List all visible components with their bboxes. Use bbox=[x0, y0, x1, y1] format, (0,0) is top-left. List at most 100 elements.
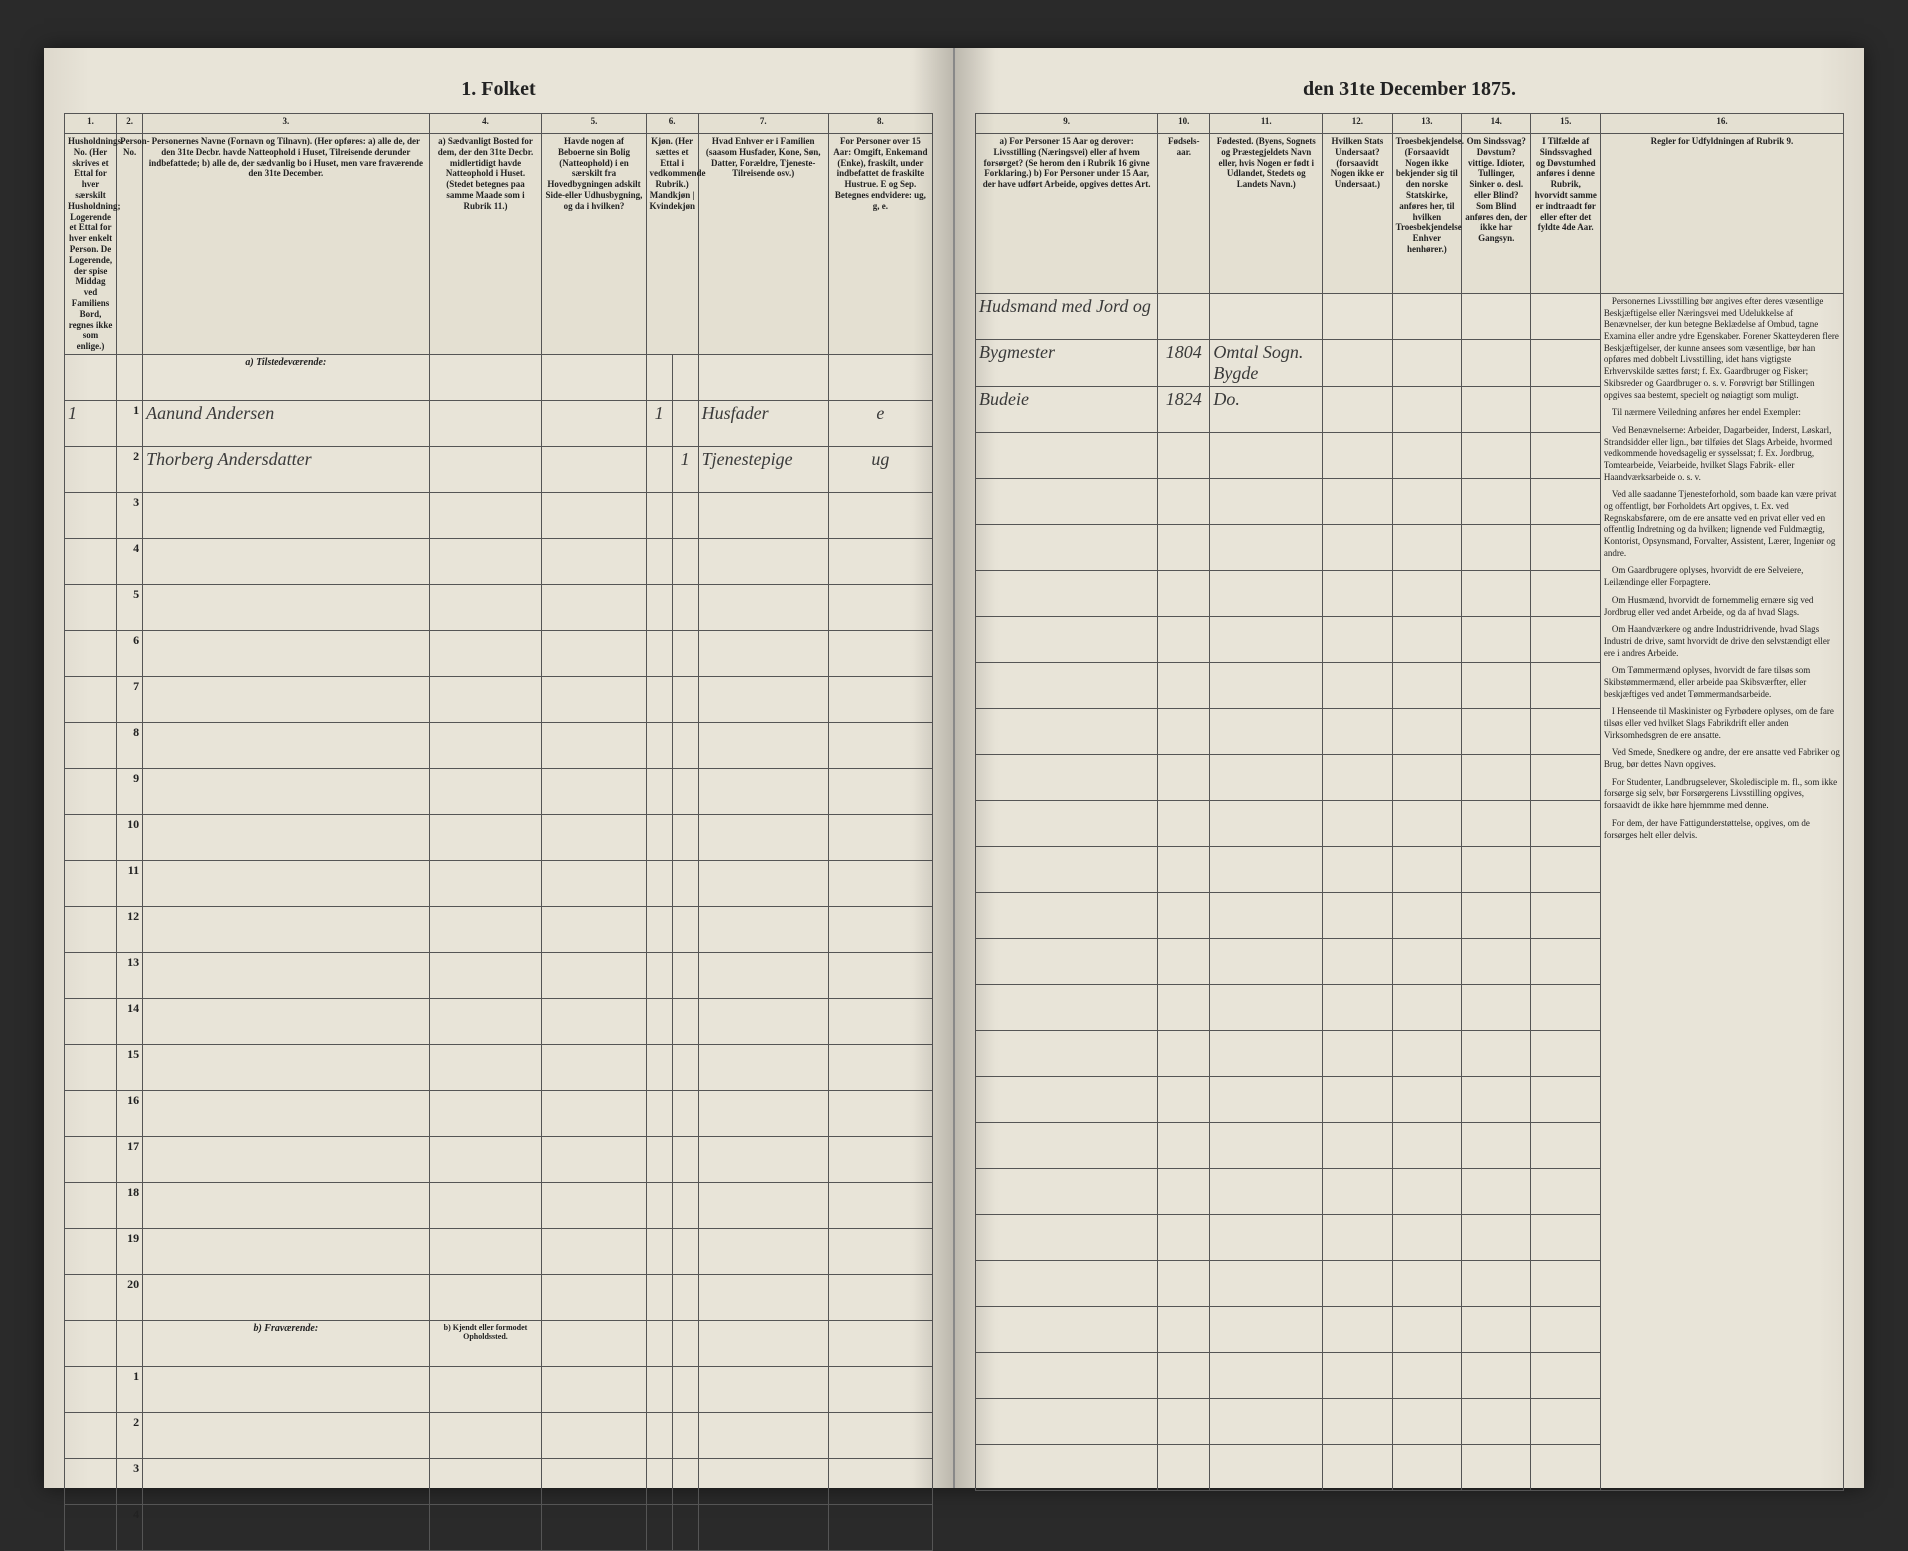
household-no bbox=[65, 906, 117, 952]
table-row: 16 bbox=[65, 1090, 933, 1136]
header: a) For Personer 15 Aar og derover: Livss… bbox=[976, 134, 1158, 294]
birth-year bbox=[1158, 479, 1210, 525]
occupation bbox=[976, 893, 1158, 939]
occupation bbox=[976, 433, 1158, 479]
person-no: 4 bbox=[117, 538, 143, 584]
birth-year bbox=[1158, 801, 1210, 847]
household-no bbox=[65, 860, 117, 906]
person-name bbox=[143, 722, 429, 768]
birth-year bbox=[1158, 1031, 1210, 1077]
table-row: 1 1 Aanund Andersen 1 Husfader e bbox=[65, 400, 933, 446]
table-row: 8 bbox=[65, 722, 933, 768]
colnum: 12. bbox=[1323, 114, 1392, 134]
household-no bbox=[65, 446, 117, 492]
colnum: 14. bbox=[1462, 114, 1531, 134]
table-row: 2 Thorberg Andersdatter 1 Tjenestepige u… bbox=[65, 446, 933, 492]
person-name bbox=[143, 538, 429, 584]
birth-year bbox=[1158, 1215, 1210, 1261]
birth-year: 1804 bbox=[1158, 340, 1210, 387]
birth-year bbox=[1158, 663, 1210, 709]
family-role bbox=[698, 952, 828, 998]
person-no: 16 bbox=[117, 1090, 143, 1136]
table-row: 19 bbox=[65, 1228, 933, 1274]
birthplace bbox=[1210, 893, 1323, 939]
birth-year bbox=[1158, 847, 1210, 893]
occupation bbox=[976, 617, 1158, 663]
household-no bbox=[65, 998, 117, 1044]
colnum: 2. bbox=[117, 114, 143, 134]
person-no: 18 bbox=[117, 1182, 143, 1228]
birthplace bbox=[1210, 1031, 1323, 1077]
family-role bbox=[698, 676, 828, 722]
household-no bbox=[65, 492, 117, 538]
household-no bbox=[65, 1182, 117, 1228]
header: Fødsels-aar. bbox=[1158, 134, 1210, 294]
birthplace bbox=[1210, 985, 1323, 1031]
occupation bbox=[976, 1123, 1158, 1169]
family-role bbox=[698, 492, 828, 538]
family-role bbox=[698, 1090, 828, 1136]
header: I Tilfælde af Sindssvaghed og Døvstumhed… bbox=[1531, 134, 1600, 294]
person-name bbox=[143, 584, 429, 630]
birth-year bbox=[1158, 985, 1210, 1031]
household-no bbox=[65, 1090, 117, 1136]
colnum: 10. bbox=[1158, 114, 1210, 134]
person-no: 20 bbox=[117, 1274, 143, 1320]
household-no bbox=[65, 1274, 117, 1320]
family-role bbox=[698, 1274, 828, 1320]
birthplace: Do. bbox=[1210, 387, 1323, 433]
birth-year bbox=[1158, 433, 1210, 479]
occupation bbox=[976, 663, 1158, 709]
birth-year bbox=[1158, 755, 1210, 801]
family-role bbox=[698, 1136, 828, 1182]
header: Om Sindssvag? Døvstum? vittige. Idioter,… bbox=[1462, 134, 1531, 294]
birthplace bbox=[1210, 663, 1323, 709]
person-name: Thorberg Andersdatter bbox=[143, 446, 429, 492]
birth-year bbox=[1158, 1169, 1210, 1215]
person-no: 10 bbox=[117, 814, 143, 860]
table-row: 6 bbox=[65, 630, 933, 676]
family-role bbox=[698, 584, 828, 630]
colnum: 1. bbox=[65, 114, 117, 134]
person-no: 8 bbox=[117, 722, 143, 768]
table-row: 2 bbox=[65, 1412, 933, 1458]
census-table-right: 9. 10. 11. 12. 13. 14. 15. 16. a) For Pe… bbox=[975, 113, 1844, 1491]
census-book: 1. Folket 1. 2. 3. 4. 5. 6. 7. 8. bbox=[44, 48, 1864, 1488]
person-no: 19 bbox=[117, 1228, 143, 1274]
person-no: 15 bbox=[117, 1044, 143, 1090]
colnum: 13. bbox=[1392, 114, 1461, 134]
person-no: 17 bbox=[117, 1136, 143, 1182]
section-b-note: b) Kjendt eller formodet Opholdssted. bbox=[429, 1320, 542, 1366]
family-role bbox=[698, 1182, 828, 1228]
colnum: 6. bbox=[646, 114, 698, 134]
person-name bbox=[143, 676, 429, 722]
header: Husholdnings-No. (Her skrives et Ettal f… bbox=[65, 134, 117, 355]
rules-text: Personernes Livsstilling bør angives eft… bbox=[1600, 294, 1843, 1491]
table-row: 4 bbox=[65, 538, 933, 584]
person-name: Aanund Andersen bbox=[143, 400, 429, 446]
birthplace: Omtal Sogn. Bygde bbox=[1210, 340, 1323, 387]
table-row: 7 bbox=[65, 676, 933, 722]
occupation bbox=[976, 1169, 1158, 1215]
person-name bbox=[143, 814, 429, 860]
household-no bbox=[65, 768, 117, 814]
birth-year bbox=[1158, 1123, 1210, 1169]
table-row: 15 bbox=[65, 1044, 933, 1090]
table-row: 11 bbox=[65, 860, 933, 906]
household-no bbox=[65, 538, 117, 584]
person-no: 14 bbox=[117, 998, 143, 1044]
colnum: 7. bbox=[698, 114, 828, 134]
household-no bbox=[65, 630, 117, 676]
table-row: 3 bbox=[65, 1458, 933, 1504]
census-table-left: 1. 2. 3. 4. 5. 6. 7. 8. Husholdnings-No.… bbox=[64, 113, 933, 1551]
occupation: Bygmester bbox=[976, 340, 1158, 387]
section-b-label: b) Fraværende: bbox=[143, 1320, 429, 1366]
header: Regler for Udfyldningen af Rubrik 9. bbox=[1600, 134, 1843, 294]
header: Troesbekjendelse. (Forsaavidt Nogen ikke… bbox=[1392, 134, 1461, 294]
colnum: 5. bbox=[542, 114, 646, 134]
person-name bbox=[143, 492, 429, 538]
person-no: 5 bbox=[117, 584, 143, 630]
person-name bbox=[143, 768, 429, 814]
colnum: 9. bbox=[976, 114, 1158, 134]
person-no: 6 bbox=[117, 630, 143, 676]
